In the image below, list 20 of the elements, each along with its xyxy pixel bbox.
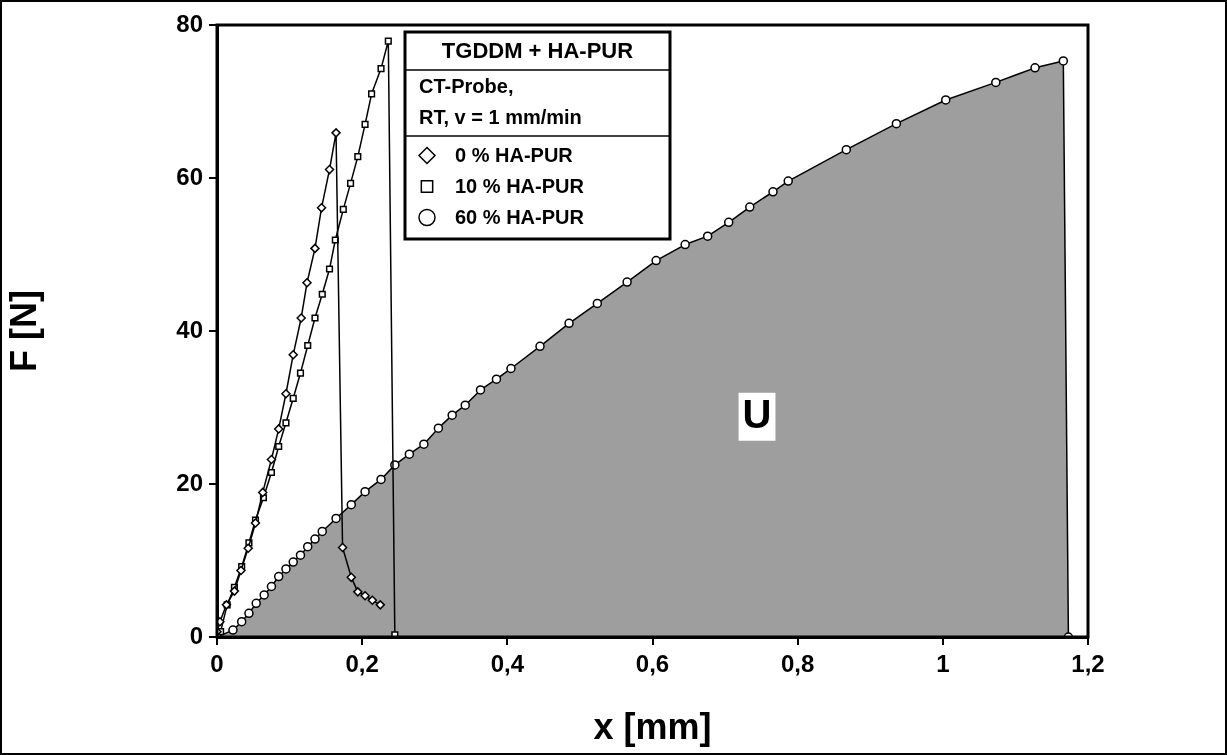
y-tick-label: 40 xyxy=(176,315,203,343)
x-axis-title: x [mm] xyxy=(593,706,712,748)
x-tick-label: 0 xyxy=(210,650,224,678)
x-tick-label: 1 xyxy=(936,650,950,678)
x-tick-label: 0,4 xyxy=(490,650,525,678)
y-tick-label: 20 xyxy=(176,468,203,496)
x-tick-label: 0,8 xyxy=(780,650,815,678)
legend-label: 10 % HA-PUR xyxy=(455,175,585,198)
legend-label: 0 % HA-PUR xyxy=(455,144,574,167)
y-tick-label: 60 xyxy=(176,162,203,190)
y-axis-title: F [N] xyxy=(2,290,44,372)
annotation: U xyxy=(742,391,772,436)
text: CT-Probe, RT, v = 1 mm/min xyxy=(419,75,582,129)
x-tick-label: 1,2 xyxy=(1071,650,1105,678)
y-tick-label: 0 xyxy=(189,621,203,649)
x-tick-label: 0,6 xyxy=(635,650,670,678)
legend-label: 60 % HA-PUR xyxy=(455,206,585,229)
x-tick-label: 0,2 xyxy=(345,650,379,678)
y-tick-label: 80 xyxy=(176,9,203,37)
legend-title: TGDDM + HA-PUR xyxy=(441,38,634,64)
